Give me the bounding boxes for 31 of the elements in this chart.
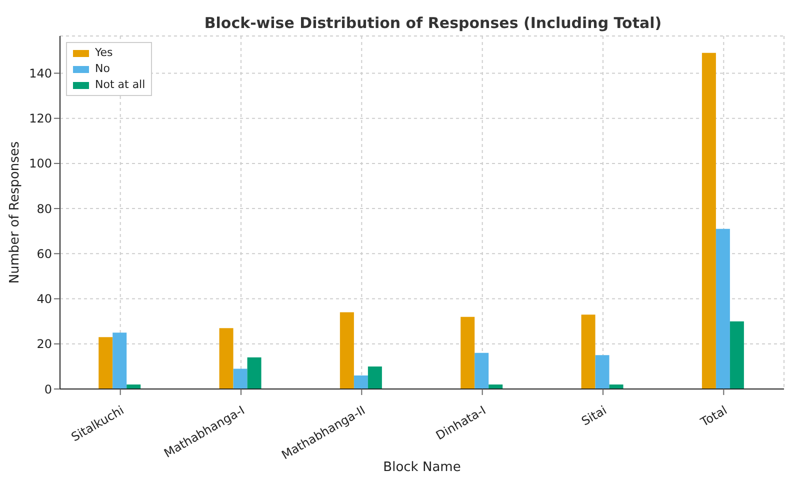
y-tick-label: 40 [36,292,52,306]
legend-label: No [95,61,110,77]
bar [112,332,127,389]
bar [716,228,730,389]
y-tick-label: 80 [36,202,52,216]
bar [219,328,234,389]
y-tick-label: 100 [29,156,52,171]
y-tick-label: 20 [36,337,52,352]
bar [368,366,382,389]
bar [247,357,262,389]
x-axis-title: Block Name [383,460,461,475]
x-tick-label: Total [697,403,730,430]
bar [233,368,248,389]
bar [460,316,475,389]
x-tick-label: Sitai [579,403,609,428]
bar [98,337,113,389]
bar [340,312,354,389]
y-axis-title: Number of Responses [8,141,23,284]
y-tick-label: 0 [44,382,52,396]
bar [474,352,489,389]
bar [702,52,716,389]
legend-label: Yes [95,45,113,61]
bar [354,375,368,389]
bar [595,355,610,389]
y-tick-label: 120 [29,112,52,126]
bar [581,314,596,389]
bar [730,321,744,389]
y-tick-label: 140 [29,66,52,80]
legend-label: Not at all [95,77,146,93]
y-tick-label: 60 [36,246,52,261]
chart-title: Block-wise Distribution of Responses (Including Total) [203,14,663,32]
